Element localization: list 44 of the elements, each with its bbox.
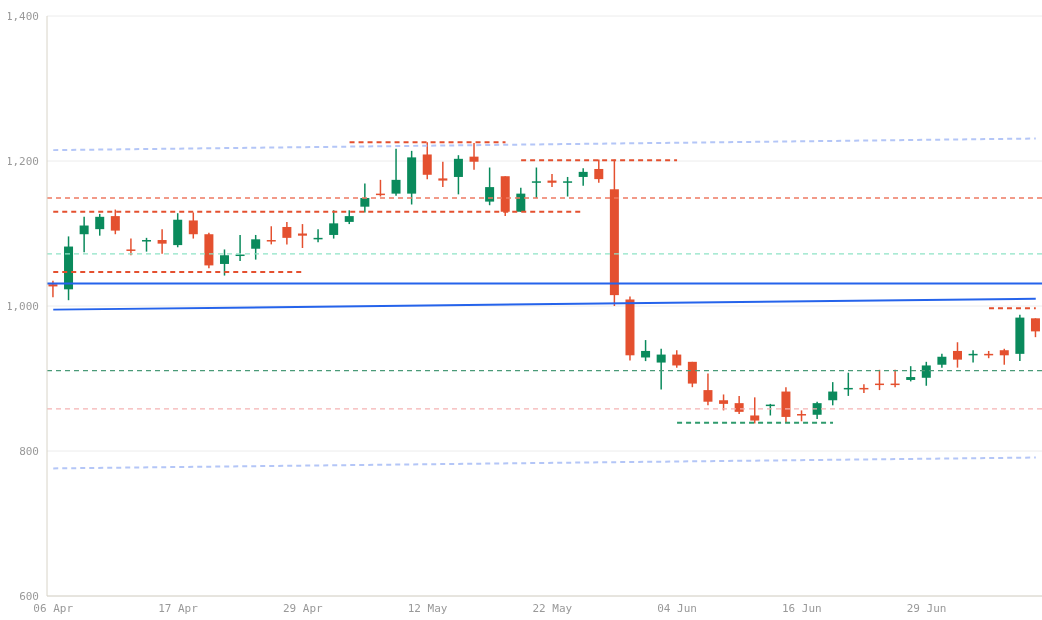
x-tick-label: 29 Jun [906,601,947,615]
candlestick [687,361,697,388]
y-tick-label: 1,200 [5,154,39,168]
candlestick [1030,317,1040,338]
x-tick-label: 16 Jun [781,601,822,615]
candlestick [828,381,838,407]
candlestick [750,396,760,425]
candlestick [578,167,588,187]
x-tick-label: 17 Apr [158,601,199,615]
candlestick [563,176,573,198]
candlestick [360,182,370,214]
y-tick-label: 800 [19,444,39,458]
x-tick-label: 22 May [532,601,573,615]
candlestick [126,237,136,256]
candlestick [703,372,713,407]
candlestick [329,209,339,240]
x-tick-label: 06 Apr [33,601,74,615]
y-tick-label: 1,400 [5,9,39,23]
candlestick [266,225,276,246]
candlestick [921,361,931,387]
candlestick [453,154,463,196]
candlestick [485,166,495,206]
candlestick [531,166,541,199]
candlestick [251,234,261,261]
candlestick [641,339,651,362]
candlestick [95,213,105,237]
candlestick [952,341,962,369]
candlestick [79,216,89,254]
x-tick-label: 04 Jun [657,601,697,615]
y-tick-label: 600 [19,589,39,603]
x-tick-label: 29 Apr [282,601,324,615]
candlestick [547,173,557,188]
candlestick [219,248,229,277]
candlestick [391,147,401,197]
candlestick [516,187,526,213]
x-tick-label: 12 May [407,601,448,615]
candlestick [734,395,744,415]
candlestick [438,160,448,188]
candlestick [656,348,666,391]
candlestick [297,223,307,249]
candlestick [282,221,292,246]
y-tick-label: 1,000 [5,299,39,313]
candlestick [469,142,479,171]
candlestick [157,228,167,255]
